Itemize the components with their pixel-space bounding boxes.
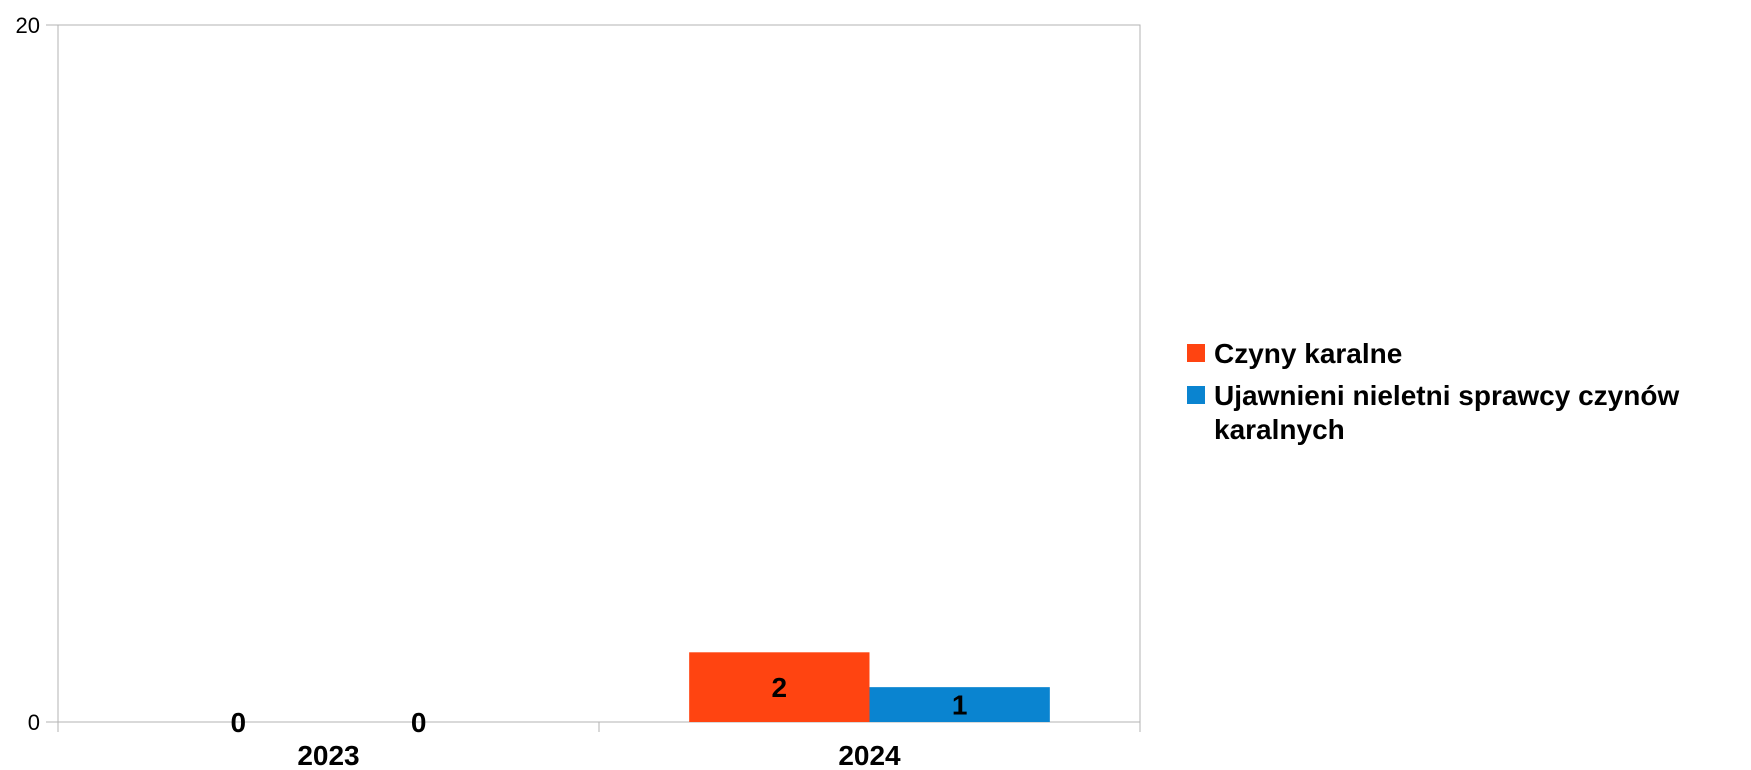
x-axis: 2023 2024: [57, 722, 1141, 770]
x-category-label: 2023: [297, 740, 359, 770]
legend-swatch: [1187, 344, 1205, 362]
bar: [689, 652, 870, 722]
data-label: 2: [772, 672, 788, 703]
bar: [869, 687, 1050, 722]
legend-label: Ujawnieni nieletni sprawcy czynów: [1214, 380, 1679, 411]
data-labels-group: 0 2 0 1: [231, 672, 968, 738]
data-label: 0: [411, 707, 427, 738]
bars-group: [689, 652, 1050, 722]
y-tick-label: 0: [28, 710, 40, 735]
legend-swatch: [1187, 386, 1205, 404]
data-label: 0: [231, 707, 247, 738]
legend: Czyny karalne Ujawnieni nieletni sprawcy …: [1187, 338, 1679, 445]
plot-area-frame: [57, 24, 1141, 723]
legend-label: Czyny karalne: [1214, 338, 1402, 369]
legend-label: karalnych: [1214, 414, 1345, 445]
y-axis: 0 20: [16, 13, 58, 735]
data-label: 1: [952, 690, 968, 721]
y-tick-label: 20: [16, 13, 40, 38]
x-category-label: 2024: [838, 740, 901, 770]
